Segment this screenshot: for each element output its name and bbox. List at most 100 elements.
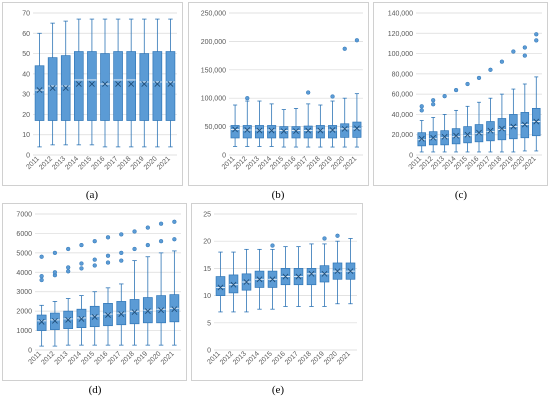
iqr-box	[306, 268, 317, 286]
outlier-point	[39, 254, 44, 259]
mean-marker	[441, 133, 448, 140]
y-tick-label: 120,000	[388, 31, 413, 38]
outlier-point	[476, 75, 482, 81]
x-tick-label: 2016	[90, 155, 106, 171]
mean-marker	[256, 276, 263, 283]
outlier-point	[442, 94, 447, 99]
outlier-point	[105, 253, 111, 258]
iqr-box	[303, 125, 313, 139]
outlier-point	[92, 263, 97, 268]
iqr-box	[267, 125, 277, 139]
mean-marker	[533, 118, 540, 125]
x-tick-label: 2015	[77, 155, 93, 171]
outlier-point	[522, 45, 527, 50]
mean-marker	[171, 306, 178, 313]
mean-marker	[353, 125, 360, 132]
mean-marker	[498, 125, 505, 132]
outlier-point	[172, 237, 177, 242]
mean-marker	[329, 127, 336, 133]
outlier-point	[105, 260, 111, 265]
x-tick-label: 2013	[232, 350, 248, 366]
box-2020	[340, 97, 350, 148]
y-tick-label: 5000	[16, 250, 32, 257]
mean-marker	[88, 81, 95, 87]
iqr-box	[215, 276, 226, 296]
iqr-box	[74, 51, 84, 121]
x-tick-label: 2014	[67, 350, 83, 366]
box-2013	[254, 100, 264, 147]
mean-marker	[308, 270, 315, 277]
outlier-point	[511, 49, 516, 54]
outlier-point	[534, 32, 539, 37]
x-tick-label: 2016	[93, 350, 109, 366]
outlier-point	[172, 219, 177, 224]
y-tick-label: 100,000	[201, 96, 226, 103]
outlier-point	[39, 274, 44, 279]
y-tick-label: 150,000	[201, 67, 226, 74]
box-2014	[451, 109, 461, 153]
outlier-point	[431, 98, 436, 103]
box-2020	[520, 83, 530, 152]
box-2020	[332, 240, 343, 305]
iqr-box	[47, 57, 58, 121]
x-tick-label: 2021	[336, 350, 352, 366]
mean-marker	[295, 273, 302, 280]
box-2012	[47, 22, 58, 146]
box-2019	[142, 256, 153, 346]
box-2013	[60, 20, 71, 146]
iqr-box	[352, 121, 362, 138]
mean-marker	[430, 134, 437, 141]
y-tick-label: 30	[22, 92, 30, 99]
chart-panel-b: 0 50,000 100,000 150,000 200,000 250,000 2011 2…	[188, 2, 369, 186]
mean-marker	[256, 127, 263, 134]
y-tick-label: 40,000	[392, 112, 414, 119]
x-tick-label: 2017	[104, 155, 120, 171]
chart-panel-a: 0 10 20 30 40 50 60 70 2011 2012 2013 2014 2015 2016 2…	[2, 2, 183, 186]
outlier-point	[79, 266, 84, 271]
mean-marker	[244, 127, 251, 133]
outlier-point	[92, 239, 97, 244]
box-2011	[36, 304, 47, 347]
mean-marker	[78, 315, 85, 322]
box-2017	[486, 97, 495, 153]
iqr-box	[165, 51, 176, 121]
y-tick-label: 20	[22, 112, 30, 119]
iqr-box	[291, 126, 301, 139]
outlier-point	[92, 257, 97, 262]
box-2019	[328, 100, 338, 148]
box-2014	[76, 295, 87, 346]
box-2015	[87, 18, 97, 146]
box-2013	[63, 298, 74, 346]
box-2014	[267, 103, 277, 147]
outlier-point	[66, 265, 71, 270]
x-tick-label: 2013	[54, 350, 70, 366]
mean-marker	[269, 276, 276, 283]
x-tick-label: 2014	[245, 350, 261, 366]
y-tick-label: 70	[22, 11, 30, 18]
y-tick-label: 100,000	[388, 51, 413, 58]
outlier-point	[52, 250, 58, 256]
mean-marker	[243, 279, 250, 285]
y-tick-label: 200,000	[201, 39, 226, 46]
x-tick-label: 2020	[143, 155, 159, 171]
mean-marker	[347, 268, 354, 275]
mean-marker	[268, 127, 275, 134]
box-2011	[230, 104, 240, 147]
y-tick-label: 0	[207, 348, 211, 355]
caption-e: (e)	[271, 384, 285, 396]
outlier-point	[158, 239, 164, 244]
x-tick-label: 2016	[271, 350, 287, 366]
y-tick-label: 20,000	[392, 132, 414, 139]
y-tick-label: 40	[22, 71, 30, 78]
x-tick-label: 2021	[156, 155, 172, 171]
mean-marker	[230, 281, 237, 288]
outlier-point	[79, 261, 84, 266]
x-tick-label: 2020	[147, 350, 163, 366]
outlier-point	[119, 258, 124, 263]
box-2016	[291, 108, 301, 148]
box-2013	[241, 248, 252, 313]
outlier-point	[145, 225, 150, 230]
x-tick-label: 2013	[51, 155, 67, 171]
outlier-point	[79, 242, 84, 248]
iqr-box	[242, 125, 252, 139]
